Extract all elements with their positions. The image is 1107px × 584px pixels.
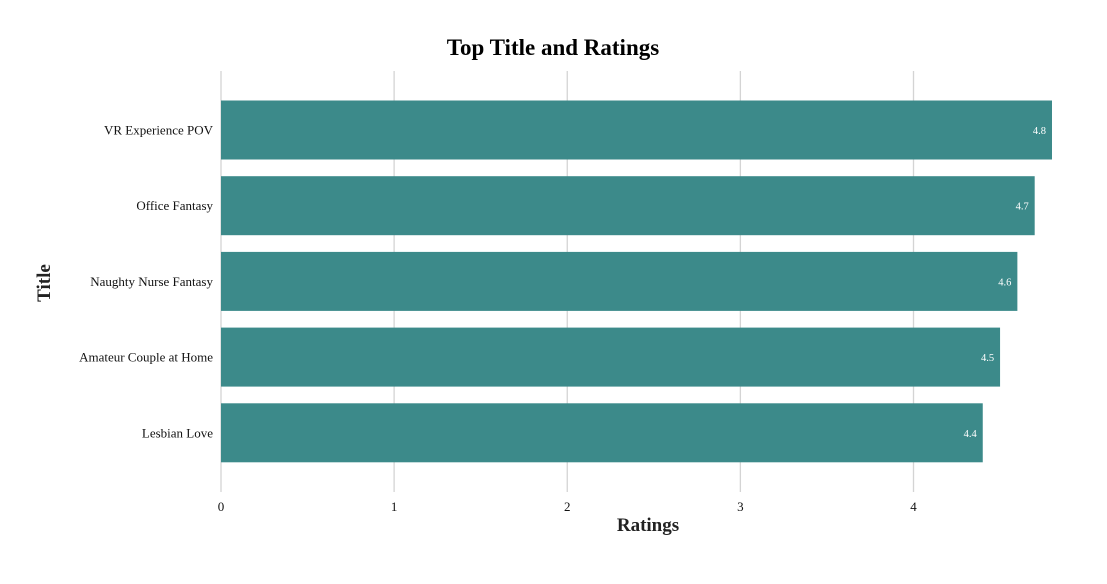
x-tick-label: 1 [391, 499, 398, 514]
y-tick-label: Office Fantasy [136, 198, 213, 213]
bar [221, 327, 1001, 387]
bar [221, 403, 983, 463]
y-axis-title: Title [34, 264, 55, 302]
x-tick-label: 2 [564, 499, 571, 514]
x-axis-title: Ratings [617, 515, 679, 536]
bar [221, 251, 1018, 311]
bar-value-label: 4.5 [981, 353, 994, 364]
x-tick-label: 4 [910, 499, 917, 514]
bar-value-label: 4.6 [998, 277, 1011, 288]
bar-value-label: 4.4 [964, 429, 978, 440]
bar [221, 176, 1035, 236]
bars [221, 100, 1052, 463]
y-tick-label: Lesbian Love [142, 425, 213, 440]
chart-title: Top Title and Ratings [447, 35, 659, 60]
bar [221, 100, 1052, 160]
labels: 0 1 2 3 4 VR Experience POV 4.8 Office Fantasy 4… [79, 123, 1046, 515]
y-tick-label: Naughty Nurse Fantasy [90, 274, 213, 289]
x-tick-label: 0 [218, 499, 225, 514]
bar-value-label: 4.8 [1033, 126, 1046, 137]
y-tick-label: Amateur Couple at Home [79, 350, 213, 365]
y-tick-label: VR Experience POV [104, 123, 214, 138]
x-tick-label: 3 [737, 499, 744, 514]
bar-value-label: 4.7 [1016, 202, 1029, 213]
